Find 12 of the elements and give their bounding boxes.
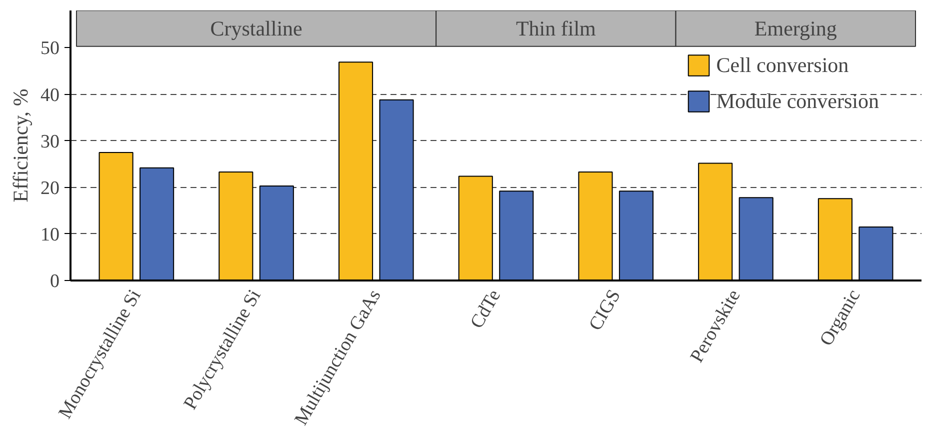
y-tick-label: 30 <box>40 131 60 152</box>
y-tick-label: 20 <box>40 178 60 199</box>
y-axis-title: Efficiency, % <box>8 88 32 202</box>
y-tick-label: 40 <box>40 84 60 106</box>
y-tick-label: 10 <box>40 224 60 246</box>
y-tick-label: 50 <box>40 38 60 60</box>
legend-label: Module conversion <box>716 88 879 114</box>
legend-label: Cell conversion <box>716 52 849 78</box>
band-label: Thin film <box>516 16 596 40</box>
y-tick-label: 0 <box>50 271 60 292</box>
band-label: Emerging <box>754 16 838 40</box>
band-label: Crystalline <box>210 16 302 40</box>
